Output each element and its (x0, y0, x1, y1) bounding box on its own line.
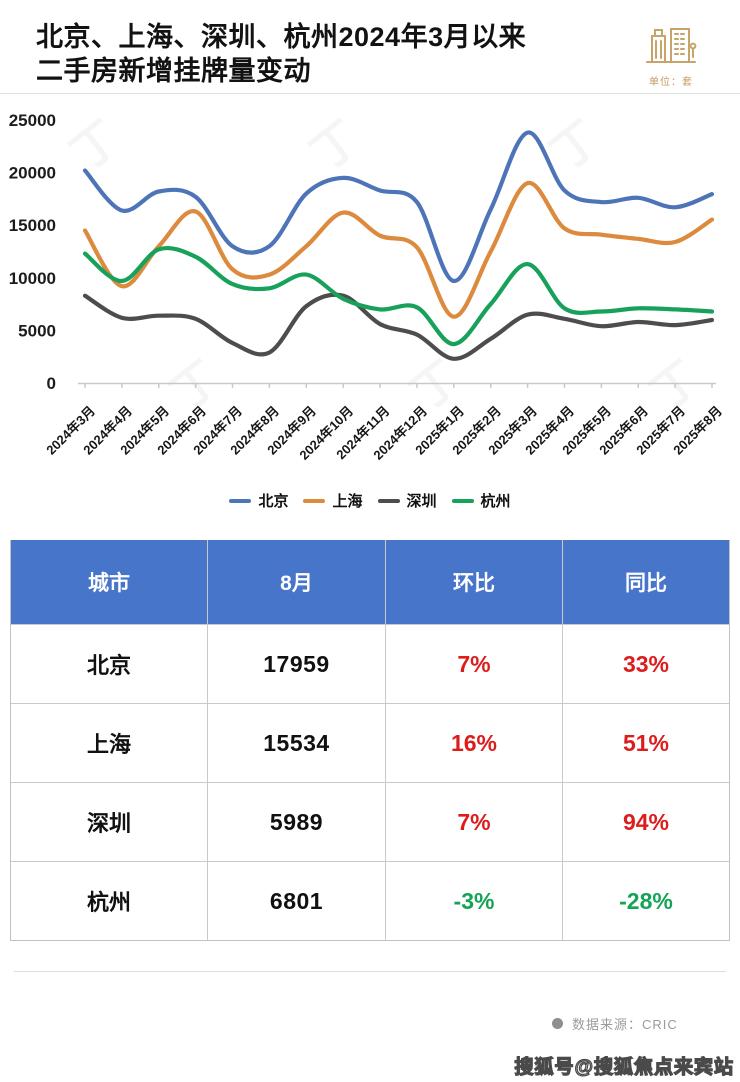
legend-swatch-icon (229, 498, 252, 503)
legend-label: 杭州 (480, 493, 511, 510)
unit-box: 单位：套 (636, 24, 706, 88)
series-line-hangzhou (82, 245, 715, 347)
mom-cell: 16% (385, 704, 562, 782)
city-cell: 杭州 (86, 890, 131, 915)
table-row: 北京 17959 7% 33% (11, 624, 729, 703)
value-cell: 6801 (207, 862, 385, 940)
chart-legend: 北京 上海 深圳 杭州 (0, 490, 740, 511)
bullet-icon (552, 1018, 563, 1029)
city-cell: 深圳 (86, 811, 131, 836)
table-row: 深圳 5989 7% 94% (11, 782, 729, 861)
legend-item-beijing: 北京 (229, 490, 288, 511)
footer-divider (14, 971, 726, 972)
table-header-city: 城市 (88, 572, 130, 595)
page-title-line2: 二手房新增挂牌量变动 (36, 56, 311, 86)
legend-swatch-icon (451, 498, 474, 503)
city-cell: 上海 (86, 732, 131, 757)
legend-item-hangzhou: 杭州 (451, 490, 511, 511)
page-title-line1: 北京、上海、深圳、杭州2024年3月以来 (36, 22, 527, 52)
y-axis-label: 15000 (9, 216, 56, 235)
mom-cell: -3% (385, 862, 562, 940)
summary-table: 城市 8月 环比 同比 北京 17959 7% 33% 上海 15534 16%… (10, 540, 730, 941)
table-row: 上海 15534 16% 51% (11, 703, 729, 782)
yoy-cell: 94% (562, 783, 729, 861)
value-cell: 17959 (207, 625, 385, 703)
series-line-beijing (82, 130, 715, 284)
line-chart: 0 5000 10000 15000 20000 25000 (9, 111, 716, 393)
legend-label: 深圳 (406, 493, 437, 510)
table-header-yoy: 同比 (562, 540, 729, 624)
table-header-mom: 环比 (385, 540, 562, 624)
y-axis-label: 20000 (9, 164, 56, 183)
table-header-month: 8月 (207, 540, 385, 624)
y-axis-label: 0 (47, 374, 56, 393)
value-cell: 5989 (207, 783, 385, 861)
mom-cell: 7% (385, 625, 562, 703)
city-cell: 北京 (86, 653, 131, 678)
data-source-label: 数据来源：CRIC (572, 1017, 678, 1032)
legend-label: 北京 (258, 493, 289, 510)
table-header-row: 城市 8月 环比 同比 (11, 540, 729, 624)
legend-item-shenzhen: 深圳 (377, 490, 437, 511)
yoy-cell: 51% (562, 704, 729, 782)
legend-label: 上海 (332, 493, 363, 510)
data-source-note: 数据来源：CRIC (552, 1014, 678, 1033)
unit-caption: 单位：套 (649, 77, 693, 88)
legend-swatch-icon (377, 498, 400, 503)
y-axis-label: 10000 (9, 269, 56, 288)
page-title: 北京、上海、深圳、杭州2024年3月以来 二手房新增挂牌量变动 (36, 20, 636, 88)
buildings-icon (646, 28, 697, 63)
legend-item-shanghai: 上海 (303, 490, 363, 511)
y-axis-label: 5000 (18, 321, 56, 340)
value-cell: 15534 (207, 704, 385, 782)
series-line-shanghai (82, 180, 715, 319)
legend-swatch-icon (303, 498, 326, 503)
header-divider (0, 93, 740, 94)
yoy-cell: -28% (562, 862, 729, 940)
y-axis-label: 25000 (9, 111, 56, 130)
mom-cell: 7% (385, 783, 562, 861)
x-axis-labels: 2024年3月 2024年4月 2024年5月 2024年6月 2024年7月 2024年… (0, 391, 740, 487)
series-line-shenzhen (82, 292, 715, 361)
table-row: 杭州 6801 -3% -28% (11, 861, 729, 940)
yoy-cell: 33% (562, 625, 729, 703)
sohu-watermark: 搜狐号@搜狐焦点来宾站 (514, 1056, 734, 1078)
